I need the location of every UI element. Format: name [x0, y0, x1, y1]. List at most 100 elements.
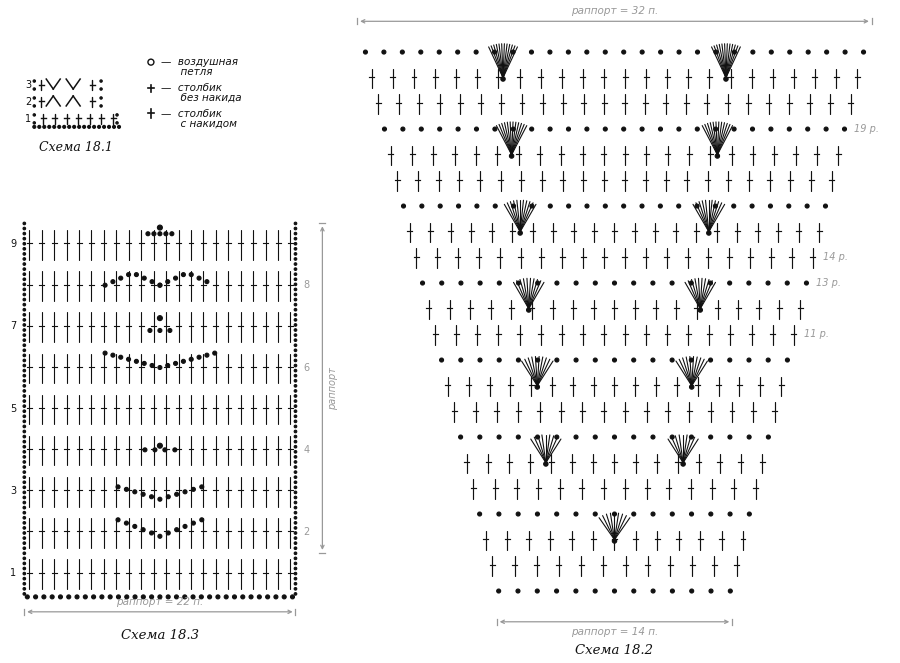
Circle shape — [104, 283, 107, 287]
Circle shape — [23, 496, 25, 499]
Circle shape — [23, 243, 25, 245]
Circle shape — [806, 127, 810, 131]
Circle shape — [493, 127, 497, 131]
Circle shape — [806, 50, 810, 54]
Circle shape — [23, 415, 25, 418]
Circle shape — [806, 204, 809, 208]
Circle shape — [291, 595, 294, 599]
Circle shape — [33, 114, 35, 116]
Circle shape — [294, 537, 297, 540]
Circle shape — [651, 281, 655, 285]
Circle shape — [23, 542, 25, 544]
Circle shape — [437, 50, 441, 54]
Circle shape — [455, 50, 460, 54]
Text: 3: 3 — [10, 486, 16, 496]
Circle shape — [294, 587, 297, 590]
Circle shape — [640, 50, 644, 54]
Circle shape — [142, 276, 146, 280]
Circle shape — [294, 451, 297, 453]
Circle shape — [400, 50, 404, 54]
Circle shape — [294, 258, 297, 261]
Circle shape — [517, 358, 520, 362]
Circle shape — [294, 298, 297, 301]
Circle shape — [166, 363, 170, 367]
Circle shape — [459, 281, 463, 285]
Circle shape — [23, 364, 25, 367]
Circle shape — [732, 204, 735, 208]
Circle shape — [294, 364, 297, 367]
Circle shape — [23, 258, 25, 261]
Circle shape — [294, 394, 297, 397]
Circle shape — [200, 485, 203, 489]
Circle shape — [23, 420, 25, 422]
Circle shape — [294, 436, 297, 438]
Circle shape — [294, 481, 297, 483]
Circle shape — [751, 127, 754, 131]
Text: Схема 18.1: Схема 18.1 — [40, 141, 113, 154]
Circle shape — [622, 127, 626, 131]
Circle shape — [23, 319, 25, 321]
Circle shape — [249, 595, 253, 599]
Circle shape — [294, 547, 297, 550]
Circle shape — [603, 204, 608, 208]
Text: Схема 18.2: Схема 18.2 — [575, 644, 653, 656]
Circle shape — [294, 273, 297, 276]
Circle shape — [696, 50, 699, 54]
Text: раппорт = 32 п.: раппорт = 32 п. — [571, 7, 658, 17]
Circle shape — [158, 232, 162, 236]
Circle shape — [382, 127, 386, 131]
Circle shape — [698, 308, 703, 312]
Circle shape — [23, 379, 25, 382]
Circle shape — [63, 125, 66, 129]
Circle shape — [23, 400, 25, 402]
Text: раппорт: раппорт — [328, 367, 338, 410]
Circle shape — [294, 319, 297, 321]
Circle shape — [294, 568, 297, 570]
Circle shape — [517, 435, 520, 439]
Circle shape — [23, 552, 25, 554]
Circle shape — [294, 532, 297, 534]
Circle shape — [191, 595, 195, 599]
Circle shape — [536, 589, 539, 593]
Circle shape — [511, 127, 516, 131]
Circle shape — [294, 237, 297, 240]
Circle shape — [33, 88, 35, 90]
Circle shape — [108, 595, 112, 599]
Circle shape — [593, 358, 598, 362]
Circle shape — [23, 537, 25, 540]
Circle shape — [294, 293, 297, 296]
Circle shape — [478, 512, 482, 516]
Circle shape — [197, 276, 201, 280]
Circle shape — [294, 288, 297, 290]
Circle shape — [133, 490, 137, 494]
Circle shape — [438, 204, 442, 208]
Circle shape — [708, 281, 713, 285]
Circle shape — [632, 589, 635, 593]
Circle shape — [23, 308, 25, 311]
Circle shape — [536, 385, 539, 389]
Circle shape — [127, 357, 130, 361]
Circle shape — [497, 589, 500, 593]
Circle shape — [67, 595, 71, 599]
Circle shape — [294, 526, 297, 529]
Circle shape — [728, 281, 732, 285]
Circle shape — [205, 280, 209, 284]
Circle shape — [364, 50, 367, 54]
Circle shape — [158, 283, 162, 287]
Circle shape — [530, 204, 534, 208]
Circle shape — [23, 329, 25, 332]
Circle shape — [149, 595, 154, 599]
Circle shape — [68, 125, 71, 129]
Circle shape — [175, 595, 178, 599]
Circle shape — [544, 462, 548, 466]
Circle shape — [23, 237, 25, 240]
Circle shape — [728, 358, 732, 362]
Circle shape — [294, 542, 297, 544]
Circle shape — [294, 557, 297, 560]
Circle shape — [100, 105, 103, 107]
Circle shape — [93, 125, 95, 129]
Circle shape — [555, 281, 559, 285]
Circle shape — [23, 476, 25, 479]
Circle shape — [150, 280, 154, 284]
Circle shape — [200, 518, 203, 522]
